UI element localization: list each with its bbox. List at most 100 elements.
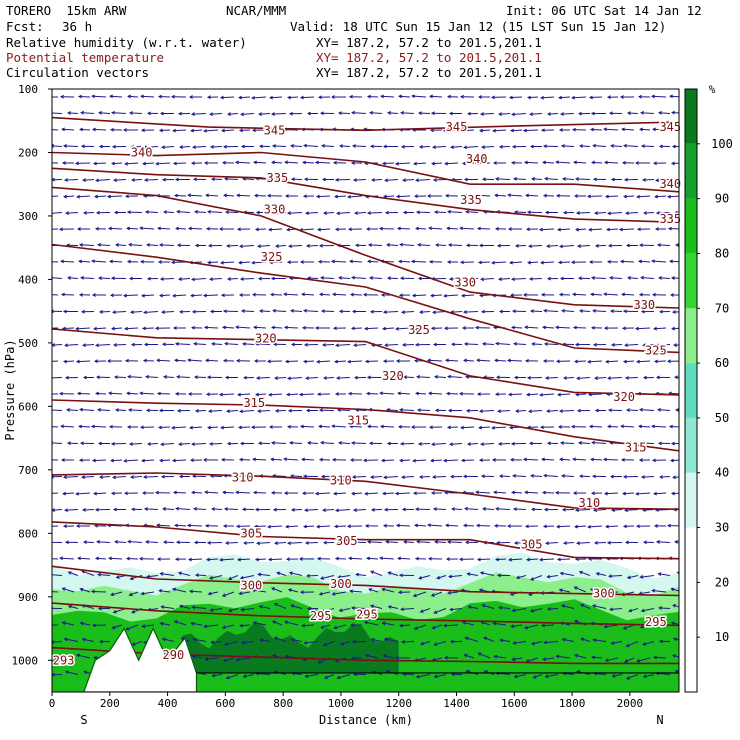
vector-arrow (400, 244, 415, 246)
vector-arrow (252, 589, 267, 593)
vector-arrowhead (338, 608, 343, 613)
vector-arrowhead (655, 375, 660, 380)
vector-arrowhead (286, 260, 291, 265)
vector-arrow (253, 492, 267, 494)
vector-arrowhead (220, 457, 225, 462)
vector-arrow (525, 326, 539, 329)
vector-arrow (191, 129, 203, 132)
vector-arrow (529, 278, 543, 280)
vector-arrowhead (338, 474, 343, 479)
vector-arrowhead (379, 391, 384, 396)
vector-arrow (528, 542, 543, 544)
vector-arrowhead (492, 621, 497, 626)
vector-arrow (641, 608, 655, 612)
vector-arrow (480, 572, 495, 576)
vector-arrow (299, 393, 315, 396)
vector-arrow (575, 393, 587, 396)
vector-arrowhead (236, 193, 241, 198)
vector-arrowhead (143, 342, 148, 347)
vector-arrow (353, 179, 367, 181)
vector-arrowhead (623, 177, 628, 182)
vector-arrowhead (159, 111, 164, 116)
vector-arrowhead (379, 556, 384, 561)
vector-arrowhead (93, 359, 98, 364)
vector-arrowhead (625, 408, 630, 412)
vector-arrowhead (396, 226, 401, 231)
vector-arrowhead (655, 178, 660, 183)
vector-arrow (643, 344, 655, 346)
vector-arrowhead (459, 260, 464, 265)
vector-arrowhead (512, 473, 517, 478)
vector-arrowhead (204, 523, 209, 528)
vector-arrowhead (253, 524, 258, 529)
vector-arrow (494, 655, 507, 659)
vector-arrowhead (158, 243, 163, 247)
valid-time: Valid: 18 UTC Sun 15 Jan 12 (15 LST Sun … (290, 19, 667, 34)
vector-arrow (148, 443, 159, 445)
vector-arrow (240, 410, 255, 412)
vector-arrow (448, 591, 459, 594)
vector-arrow (548, 113, 559, 115)
vector-arrowhead (398, 293, 403, 298)
vector-arrowhead (415, 391, 420, 396)
vector-arrow (670, 459, 679, 462)
vector-arrow (603, 458, 619, 461)
vector-arrowhead (52, 640, 55, 644)
vector-arrow (271, 458, 283, 461)
vector-arrowhead (351, 639, 356, 644)
vector-arrowhead (571, 127, 576, 132)
vector-arrowhead (301, 457, 306, 462)
vector-arrowhead (128, 276, 133, 281)
vector-arrow (626, 212, 639, 214)
vector-arrow (513, 475, 527, 477)
vector-arrowhead (109, 259, 114, 264)
vector-arrow (269, 228, 283, 231)
vector-arrow (563, 672, 575, 675)
vector-arrowhead (545, 541, 550, 546)
vector-arrowhead (655, 540, 660, 544)
vector-arrowhead (333, 524, 338, 529)
vector-arrow (431, 591, 443, 597)
vector-arrow (478, 652, 491, 659)
vector-arrow (79, 244, 95, 246)
vector-arrowhead (386, 243, 391, 247)
vector-arrow (350, 425, 363, 428)
vector-arrow (145, 211, 159, 213)
vector-arrow (355, 212, 367, 214)
vector-arrowhead (318, 592, 323, 596)
vector-arrow (383, 311, 399, 313)
vector-arrowhead (287, 408, 292, 413)
vector-arrowhead (510, 624, 515, 628)
vector-arrow (78, 96, 91, 98)
vector-arrowhead (510, 441, 515, 446)
vector-arrowhead (603, 127, 608, 132)
vector-arrowhead (595, 572, 600, 576)
vector-arrowhead (351, 491, 356, 496)
vector-arrowhead (512, 641, 517, 645)
vector-arrow (448, 211, 463, 213)
vector-arrowhead (628, 608, 633, 613)
vector-arrowhead (173, 620, 178, 624)
y-tick-label: 200 (18, 146, 38, 159)
vector-arrowhead (159, 293, 164, 298)
vector-arrowhead (176, 209, 181, 214)
vector-arrow (643, 674, 655, 678)
vector-arrowhead (270, 441, 275, 445)
vector-arrowhead (666, 523, 671, 528)
vector-arrowhead (223, 507, 228, 511)
vector-arrow (173, 129, 187, 132)
vector-arrowhead (298, 557, 303, 561)
vector-arrowhead (573, 359, 578, 364)
vector-arrowhead (322, 508, 327, 512)
vector-arrow (627, 442, 639, 444)
vector-arrowhead (399, 276, 404, 281)
vector-arrowhead (316, 524, 321, 529)
vector-arrowhead (194, 210, 199, 214)
vector-arrowhead (557, 425, 562, 429)
vector-arrow (144, 524, 155, 527)
x-tick-label: 800 (273, 697, 293, 710)
vector-arrow (531, 641, 543, 645)
vector-arrowhead (61, 127, 66, 132)
vector-arrow (235, 161, 251, 164)
vector-arrowhead (174, 358, 179, 363)
